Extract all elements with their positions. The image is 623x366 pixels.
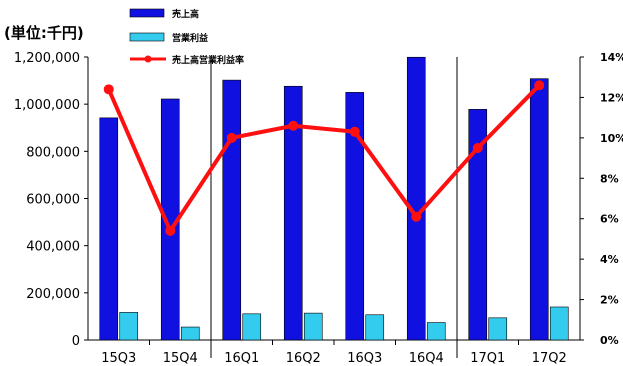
- bar-op-profit: [488, 317, 508, 341]
- bar-sales: [529, 78, 549, 341]
- x-tick-label: 16Q2: [286, 351, 321, 366]
- bar-sales: [406, 56, 426, 341]
- y-left-tick-label: 0: [72, 334, 80, 349]
- x-tick-label: 16Q3: [347, 351, 382, 366]
- y-left-tick-label: 800,000: [26, 145, 80, 160]
- y-right-tick-label: 6%: [600, 213, 619, 226]
- x-tick-label: 16Q4: [409, 351, 444, 366]
- bar-sales: [222, 79, 242, 341]
- legend-item-sales: 売上高: [128, 6, 199, 20]
- bar-op-profit: [549, 306, 569, 341]
- bar-op-profit: [365, 314, 385, 341]
- y-right-tick-label: 8%: [600, 172, 619, 185]
- bar-sales: [345, 92, 365, 341]
- x-tick-label: 17Q1: [470, 351, 505, 366]
- legend-item-op-profit: 営業利益: [128, 30, 208, 44]
- bar-op-profit: [303, 312, 323, 341]
- legend-swatch-op-profit-icon: [129, 32, 165, 42]
- legend-swatch-sales-icon: [129, 8, 165, 18]
- y-left-tick-label: 400,000: [26, 240, 80, 255]
- y-left-tick-label: 1,000,000: [14, 98, 80, 113]
- point-margin: [411, 211, 422, 222]
- x-tick-label: 17Q2: [532, 351, 567, 366]
- y-right-tick-label: 0%: [600, 334, 619, 347]
- point-margin: [226, 132, 237, 143]
- legend-item-margin: 売上高営業利益率: [128, 52, 244, 66]
- point-margin: [288, 120, 299, 131]
- x-tick-label: 15Q4: [163, 351, 198, 366]
- point-margin: [165, 225, 176, 236]
- bar-op-profit: [180, 326, 200, 341]
- y-right-tick-label: 10%: [600, 132, 623, 145]
- point-margin: [349, 126, 360, 137]
- y-left-tick-label: 600,000: [26, 193, 80, 208]
- bar-sales: [283, 85, 303, 341]
- y-right-tick-label: 2%: [600, 294, 619, 307]
- point-margin: [534, 80, 545, 91]
- legend-label-op-profit: 営業利益: [172, 34, 209, 44]
- bar-sales: [99, 117, 119, 341]
- legend-label-sales: 売上高: [172, 10, 200, 20]
- y-right-tick-label: 14%: [600, 51, 623, 64]
- bar-op-profit: [426, 322, 446, 341]
- point-margin: [103, 84, 114, 95]
- y-right-tick-label: 12%: [600, 91, 623, 104]
- x-tick-label: 15Q3: [101, 351, 136, 366]
- y-right-tick-label: 4%: [600, 253, 619, 266]
- legend-label-margin: 売上高営業利益率: [172, 56, 245, 66]
- legend-swatch-margin-icon: [130, 55, 166, 63]
- bar-sales: [468, 109, 488, 341]
- y-left-tick-label: 1,200,000: [14, 51, 80, 66]
- unit-label: (単位:千円): [4, 24, 84, 42]
- x-tick-label: 16Q1: [224, 351, 259, 366]
- bar-op-profit: [242, 313, 262, 341]
- bar-op-profit: [119, 312, 139, 341]
- point-margin: [472, 142, 483, 153]
- series-line-margin: [106, 83, 541, 233]
- y-left-tick-label: 200,000: [26, 287, 80, 302]
